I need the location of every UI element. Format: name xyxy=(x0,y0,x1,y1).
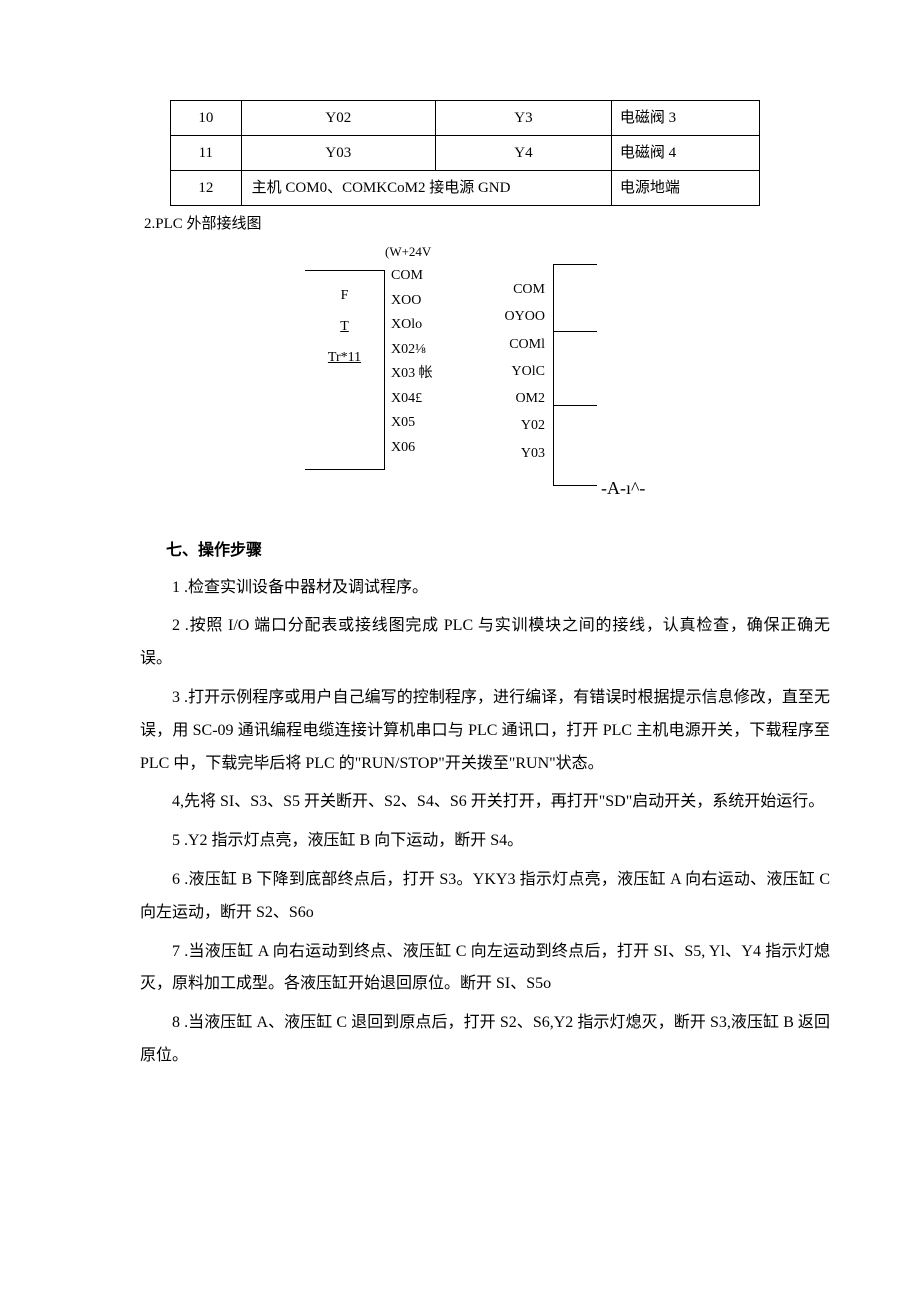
pin-label: X03 帐 xyxy=(391,362,451,387)
pin-label: YOlC xyxy=(475,358,545,385)
diagram-left-box: F T Tr*11 xyxy=(305,270,385,470)
pin-label: OYOO xyxy=(475,303,545,330)
diagram-right-column: COM OYOO COMl YOlC OM2 Y02 Y03 xyxy=(475,276,545,467)
pin-label: OM2 xyxy=(475,385,545,412)
pin-label: XOlo xyxy=(391,313,451,338)
cell-c: 电源地端 xyxy=(611,171,759,206)
table-row: 10 Y02 Y3 电磁阀 3 xyxy=(171,101,760,136)
cell-c: 电磁阀 3 xyxy=(611,101,759,136)
left-box-item: F xyxy=(313,281,376,312)
paragraph: 1 .检查实训设备中器材及调试程序。 xyxy=(140,572,830,605)
cell-b: Y4 xyxy=(435,136,611,171)
table-row: 11 Y03 Y4 电磁阀 4 xyxy=(171,136,760,171)
pin-label: X05 xyxy=(391,411,451,436)
cell-a: Y02 xyxy=(241,101,435,136)
pin-label: XOO xyxy=(391,289,451,314)
paragraph: 4,先将 SI、S3、S5 开关断开、S2、S4、S6 开关打开，再打开"SD"… xyxy=(140,786,830,819)
diagram-left-column: COM XOO XOlo X02⅛ X03 帐 X04£ X05 X06 xyxy=(391,264,451,460)
table-row: 12 主机 COM0、COMKCoM2 接电源 GND 电源地端 xyxy=(171,171,760,206)
cell-num: 11 xyxy=(171,136,242,171)
pin-label: X04£ xyxy=(391,387,451,412)
diagram-tail-text: -A-ı^- xyxy=(601,474,645,503)
diagram-caption: 2.PLC 外部接线图 xyxy=(144,212,830,236)
pin-label: X06 xyxy=(391,436,451,461)
pin-label: X02⅛ xyxy=(391,338,451,363)
paragraph: 7 .当液压缸 A 向右运动到终点、液压缸 C 向左运动到终点后，打开 SI、S… xyxy=(140,936,830,1002)
pin-label: COMl xyxy=(475,331,545,358)
diagram-right-box xyxy=(553,264,597,486)
cell-num: 10 xyxy=(171,101,242,136)
paragraph: 2 .按照 I/O 端口分配表或接线图完成 PLC 与实训模块之间的接线，认真检… xyxy=(140,610,830,676)
wiring-diagram: (W+24V F T Tr*11 COM XOO XOlo X02⅛ X03 帐… xyxy=(295,242,675,522)
wiring-diagram-wrap: (W+24V F T Tr*11 COM XOO XOlo X02⅛ X03 帐… xyxy=(140,242,830,522)
io-table: 10 Y02 Y3 电磁阀 3 11 Y03 Y4 电磁阀 4 12 主机 CO… xyxy=(170,100,760,206)
cell-c: 电磁阀 4 xyxy=(611,136,759,171)
pin-label: COM xyxy=(391,264,451,289)
divider-line xyxy=(554,405,597,406)
document-page: 10 Y02 Y3 电磁阀 3 11 Y03 Y4 电磁阀 4 12 主机 CO… xyxy=(0,0,920,1301)
left-box-underline: Tr*11 xyxy=(328,350,361,365)
cell-merged: 主机 COM0、COMKCoM2 接电源 GND xyxy=(241,171,611,206)
pin-label: Y02 xyxy=(475,412,545,439)
left-box-underline: T xyxy=(340,319,349,334)
section-heading: 七、操作步骤 xyxy=(166,538,830,564)
pin-label: Y03 xyxy=(475,440,545,467)
diagram-top-label: (W+24V xyxy=(385,242,431,263)
paragraph: 8 .当液压缸 A、液压缸 C 退回到原点后，打开 S2、S6,Y2 指示灯熄灭… xyxy=(140,1007,830,1073)
left-box-item: Tr*11 xyxy=(313,343,376,374)
cell-num: 12 xyxy=(171,171,242,206)
cell-a: Y03 xyxy=(241,136,435,171)
paragraph: 3 .打开示例程序或用户自己编写的控制程序，进行编译，有错误时根据提示信息修改，… xyxy=(140,682,830,780)
left-box-item: T xyxy=(313,312,376,343)
cell-b: Y3 xyxy=(435,101,611,136)
pin-label: COM xyxy=(475,276,545,303)
paragraph: 6 .液压缸 B 下降到底部终点后，打开 S3。YKY3 指示灯点亮，液压缸 A… xyxy=(140,864,830,930)
divider-line xyxy=(554,331,597,332)
paragraph: 5 .Y2 指示灯点亮，液压缸 B 向下运动，断开 S4。 xyxy=(140,825,830,858)
